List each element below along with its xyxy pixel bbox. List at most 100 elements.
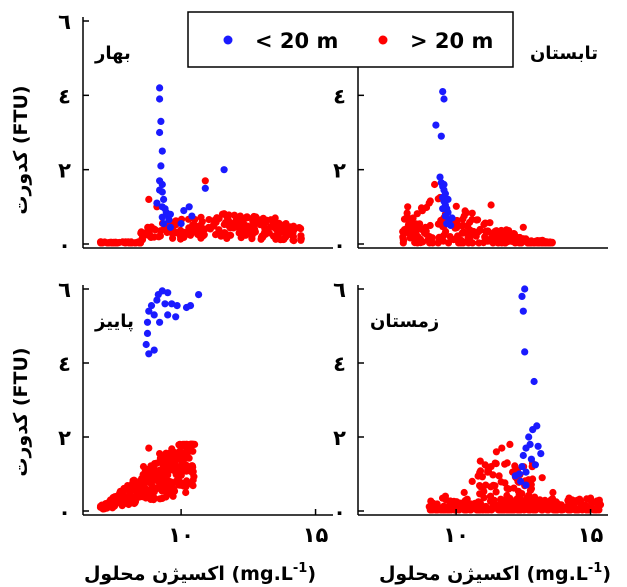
shallow-point [139, 463, 148, 471]
deep-point [177, 220, 185, 228]
shallow-point [156, 450, 164, 458]
deep-point [180, 207, 188, 215]
deep-point [519, 451, 527, 460]
shallow-point [150, 225, 158, 233]
shallow-point [481, 219, 489, 228]
shallow-point [185, 442, 193, 450]
deep-point [164, 311, 172, 319]
shallow-point [525, 476, 533, 484]
deep-point [158, 180, 166, 189]
legend-shallow-marker [378, 35, 388, 45]
shallow-point [476, 227, 484, 235]
x-axis-title-left-close: ) [307, 563, 316, 585]
deep-point [195, 291, 203, 299]
shallow-point [110, 501, 118, 509]
shallow-point [148, 466, 156, 474]
deep-point [145, 307, 153, 315]
panel-label: بهار [94, 43, 131, 64]
shallow-point [499, 501, 507, 509]
shallow-point [138, 236, 147, 244]
shallow-point [180, 455, 188, 463]
shallow-point [271, 233, 279, 241]
shallow-point [188, 462, 196, 470]
shallow-point [282, 220, 290, 228]
shallow-point [466, 232, 474, 240]
shallow-point [138, 230, 146, 238]
shallow-point [519, 223, 527, 231]
shallow-point [400, 236, 408, 244]
shallow-point [217, 232, 225, 240]
deep-point [519, 307, 527, 315]
deep-point [525, 433, 533, 441]
shallow-point [476, 499, 484, 507]
shallow-point [257, 217, 265, 225]
shallow-point [271, 214, 279, 222]
deep-point [150, 311, 158, 319]
shallow-point [487, 201, 495, 209]
deep-point [157, 117, 165, 125]
shallow-point [168, 229, 176, 237]
shallow-point [251, 228, 259, 236]
deep-point [522, 444, 530, 452]
shallow-point [518, 490, 526, 498]
deep-point [158, 147, 166, 155]
deep-point [537, 450, 545, 458]
panels-layer: ۰۲٤٦بهار۰۲٤٦تابستان۰۲٤٦۱۰۱۵پاییز۰۲٤٦۱۰۱۵… [58, 10, 608, 547]
deep-point [439, 88, 447, 96]
shallow-point [497, 478, 505, 486]
x-tick-label: ۱۰ [443, 523, 469, 547]
shallow-point [145, 444, 153, 452]
shallow-point [503, 484, 511, 492]
deep-point [188, 212, 196, 220]
shallow-point [236, 212, 244, 220]
shallow-point [565, 494, 573, 502]
shallow-point [549, 488, 557, 497]
deep-point [444, 195, 452, 203]
deep-point [157, 162, 165, 170]
legend: < 20 m > 20 m [187, 11, 514, 68]
y-tick-label: ٤ [58, 84, 71, 108]
deep-point [530, 377, 538, 386]
deep-point [518, 463, 526, 471]
shallow-point [418, 207, 426, 215]
shallow-point [119, 487, 128, 495]
deep-point [156, 128, 164, 137]
y-tick-label: ٦ [58, 278, 71, 302]
deep-point [522, 468, 530, 476]
shallow-point [495, 472, 503, 480]
shallow-point [189, 482, 197, 490]
deep-point [518, 292, 526, 300]
deep-point [168, 300, 176, 308]
shallow-point [489, 481, 497, 489]
shallow-point [105, 239, 113, 247]
deep-point [186, 302, 195, 310]
shallow-point [146, 486, 154, 494]
shallow-series [96, 177, 305, 247]
shallow-point [431, 180, 439, 189]
deep-point [529, 426, 537, 434]
shallow-point [189, 447, 197, 455]
x-tick-label: ۱۰ [168, 523, 194, 547]
shallow-point [404, 203, 412, 211]
shallow-point [115, 238, 123, 247]
shallow-point [182, 461, 190, 469]
y-tick-label: ۰ [333, 500, 346, 524]
shallow-point [541, 496, 549, 504]
shallow-point [416, 220, 424, 228]
shallow-point [156, 232, 164, 240]
y-tick-label: ۰ [58, 233, 71, 257]
shallow-point [593, 505, 601, 513]
deep-point [436, 173, 444, 181]
shallow-point [409, 222, 417, 230]
shallow-point [97, 238, 105, 246]
deep-series [511, 285, 545, 489]
deep-point [185, 203, 193, 211]
y-tick-label: ۲ [333, 159, 346, 183]
shallow-point [574, 506, 582, 514]
deep-point [521, 285, 529, 293]
shallow-point [559, 506, 567, 514]
shallow-point [452, 202, 460, 210]
shallow-point [525, 238, 533, 246]
deep-point [153, 199, 161, 207]
